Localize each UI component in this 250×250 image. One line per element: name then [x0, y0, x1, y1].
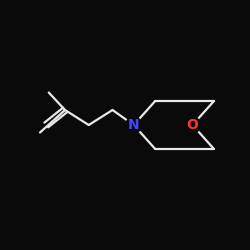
Text: N: N [128, 118, 140, 132]
Text: O: O [186, 118, 198, 132]
Circle shape [184, 117, 200, 133]
Circle shape [126, 117, 142, 133]
